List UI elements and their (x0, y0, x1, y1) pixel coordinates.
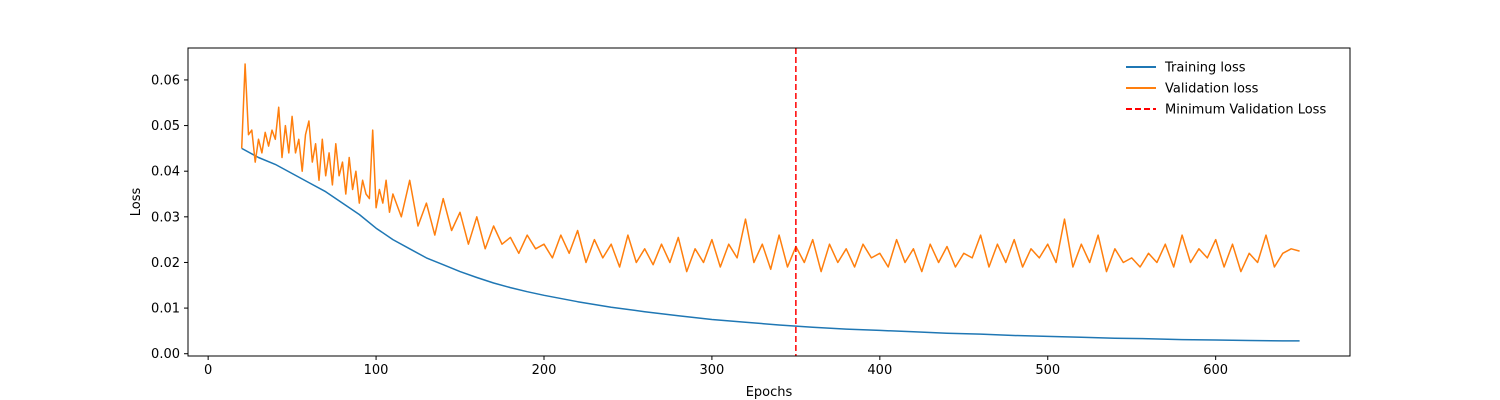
x-axis-ticks: 0 100 200 300 400 500 600 (204, 356, 1228, 378)
y-tick-label: 0.01 (151, 302, 180, 317)
series-line-training-loss (241, 147, 1300, 342)
x-tick-label: 200 (532, 363, 557, 378)
y-tick-label: 0.02 (151, 256, 180, 271)
plot-frame (187, 47, 1351, 357)
x-tick-label: 300 (699, 363, 724, 378)
series-layer (240, 48, 1300, 356)
y-tick-label: 0.04 (151, 165, 180, 180)
x-tick-label: 500 (1035, 363, 1060, 378)
x-tick-label: 400 (867, 363, 892, 378)
x-tick-label: 100 (364, 363, 389, 378)
legend-label-minimum-validation-loss: Minimum Validation Loss (1165, 103, 1326, 118)
y-axis-label: Loss (129, 188, 144, 217)
x-tick-label: 600 (1203, 363, 1228, 378)
series-line-validation-loss (240, 63, 1300, 273)
y-tick-label: 0.00 (151, 347, 180, 362)
y-axis-ticks: 0.00 0.01 0.02 0.03 0.04 0.05 0.06 (151, 73, 188, 362)
x-tick-label: 0 (204, 363, 212, 378)
legend-label-validation-loss: Validation loss (1165, 82, 1259, 97)
y-tick-label: 0.06 (151, 73, 180, 88)
y-tick-label: 0.03 (151, 210, 180, 225)
legend-label-training-loss: Training loss (1164, 61, 1246, 76)
legend: Training loss Validation loss Minimum Va… (1126, 61, 1326, 118)
y-tick-label: 0.05 (151, 119, 180, 134)
x-axis-label: Epochs (746, 385, 793, 400)
